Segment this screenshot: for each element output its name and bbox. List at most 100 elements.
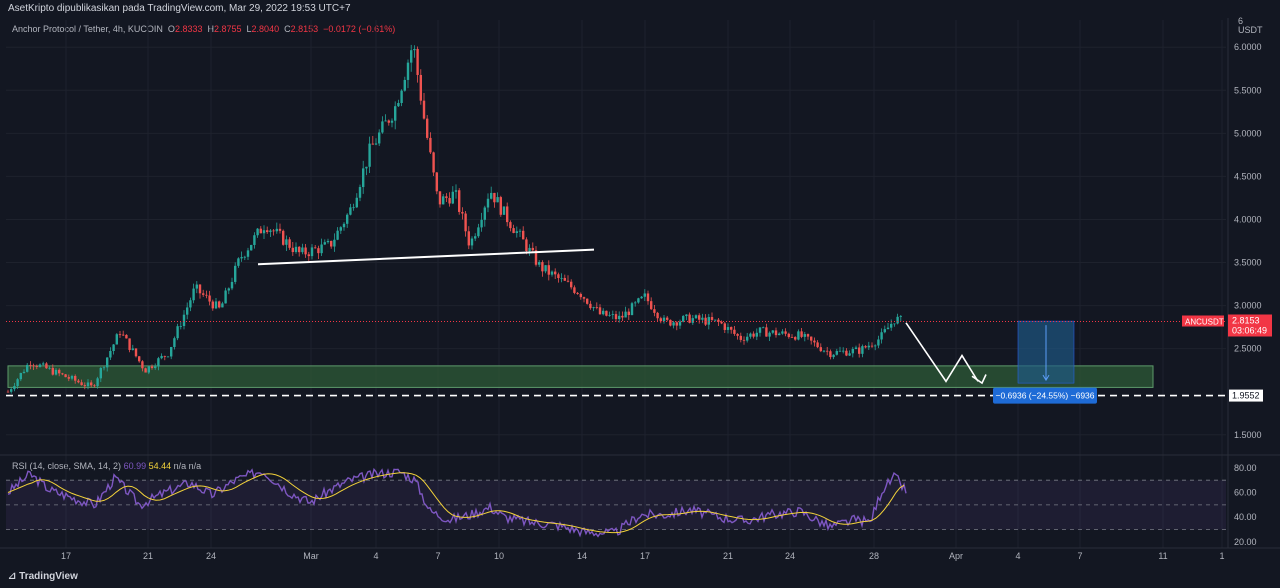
candle-up (528, 247, 531, 252)
candle-up (538, 262, 541, 265)
candle-up (384, 120, 387, 122)
candle-down (118, 334, 122, 336)
candle-up (496, 197, 499, 203)
time-tick-label: 14 (577, 551, 587, 561)
candle-up (227, 288, 230, 291)
tradingview-logo[interactable]: ⊿ TradingView (8, 566, 78, 588)
rsi-tick-label: 20.00 (1234, 537, 1257, 547)
candle-up (243, 256, 246, 258)
time-tick-label: 24 (206, 551, 216, 561)
candle-up (22, 371, 26, 373)
candle-up (822, 350, 826, 352)
candle-down (787, 333, 790, 337)
candle-up (365, 166, 368, 169)
candle-up (672, 322, 675, 326)
candle-down (125, 334, 128, 339)
candle-up (362, 168, 365, 188)
time-tick-label: 21 (143, 551, 153, 561)
candle-up (678, 321, 682, 326)
candle-down (499, 197, 502, 215)
measurement-label-text: −0.6936 (−24.55%) −6936 (995, 391, 1094, 401)
candle-up (474, 236, 477, 239)
candle-up (285, 239, 288, 245)
time-tick-label: 24 (785, 551, 795, 561)
candle-down (291, 247, 294, 253)
time-tick-label: 4 (373, 551, 378, 561)
time-tick-label: 17 (61, 551, 71, 561)
candle-up (256, 228, 259, 236)
open-label: O (167, 24, 175, 34)
candle-up (624, 311, 627, 318)
ticker-label: ANCUSDT (1185, 317, 1224, 326)
candle-up (262, 230, 266, 234)
candle-up (195, 284, 198, 289)
candle-up (701, 317, 704, 320)
candle-up (192, 288, 195, 301)
candle-down (589, 303, 592, 309)
candle-down (432, 152, 435, 173)
time-tick-label: 17 (640, 551, 650, 561)
price-tick-label: 4.0000 (1234, 214, 1262, 224)
candle-up (358, 187, 362, 198)
candle-down (717, 319, 720, 322)
candle-down (416, 48, 419, 75)
candle-up (166, 356, 170, 358)
candle-down (163, 355, 166, 357)
candle-down (307, 254, 310, 257)
candle-up (394, 106, 397, 121)
price-chart[interactable]: −0.6936 (−24.55%) −6936 6.0000 5.5000 5.00… (0, 0, 1280, 566)
price-axis-top-cut: 6 (1238, 16, 1243, 26)
candle-down (506, 206, 509, 223)
candle-up (851, 348, 854, 354)
candle-up (640, 296, 643, 299)
candle-down (150, 366, 154, 369)
candle-down (598, 307, 602, 315)
candle-up (477, 227, 480, 237)
candle-down (90, 382, 93, 386)
candle-up (173, 338, 176, 348)
price-tick-label: 6.0000 (1234, 42, 1262, 52)
candle-down (810, 336, 813, 341)
candle-down (134, 348, 138, 357)
candle-down (330, 240, 333, 247)
candle-down (371, 143, 374, 145)
candle-up (390, 120, 394, 123)
candle-up (400, 90, 403, 104)
candle-down (739, 335, 742, 340)
open-value: 2.8333 (174, 24, 203, 34)
candle-down (688, 314, 691, 323)
candle-down (710, 317, 714, 320)
candle-down (720, 321, 723, 324)
rsi-tick-label: 40.00 (1234, 512, 1257, 522)
candle-down (531, 247, 534, 251)
candle-up (176, 326, 179, 339)
candle-down (733, 329, 736, 334)
candle-up (682, 316, 685, 322)
candle-up (637, 298, 640, 303)
candle-down (467, 231, 470, 246)
candle-down (314, 247, 317, 249)
candle-up (253, 235, 256, 245)
candle-down (435, 172, 438, 192)
candle-down (422, 100, 426, 119)
candle-down (614, 314, 618, 320)
candle-down (845, 350, 848, 356)
candle-up (333, 239, 336, 247)
rsi-legend: RSI (14, close, SMA, 14, 2) 60.99 54.44 … (12, 461, 201, 471)
candle-up (96, 378, 99, 387)
time-tick-label: 7 (1077, 551, 1082, 561)
candle-up (182, 314, 186, 327)
candle-down (864, 346, 867, 348)
candle-up (102, 367, 106, 369)
candle-down (582, 297, 586, 299)
candle-down (813, 340, 816, 343)
low-value: 2.8040 (251, 24, 280, 34)
candle-down (493, 192, 496, 203)
candle-down (576, 292, 579, 294)
candle-up (592, 307, 595, 309)
rsi-sma-line (7, 472, 905, 534)
candle-up (707, 317, 710, 325)
candle-up (230, 281, 234, 289)
candle-up (755, 332, 758, 337)
projection-arrow-head (971, 374, 987, 385)
